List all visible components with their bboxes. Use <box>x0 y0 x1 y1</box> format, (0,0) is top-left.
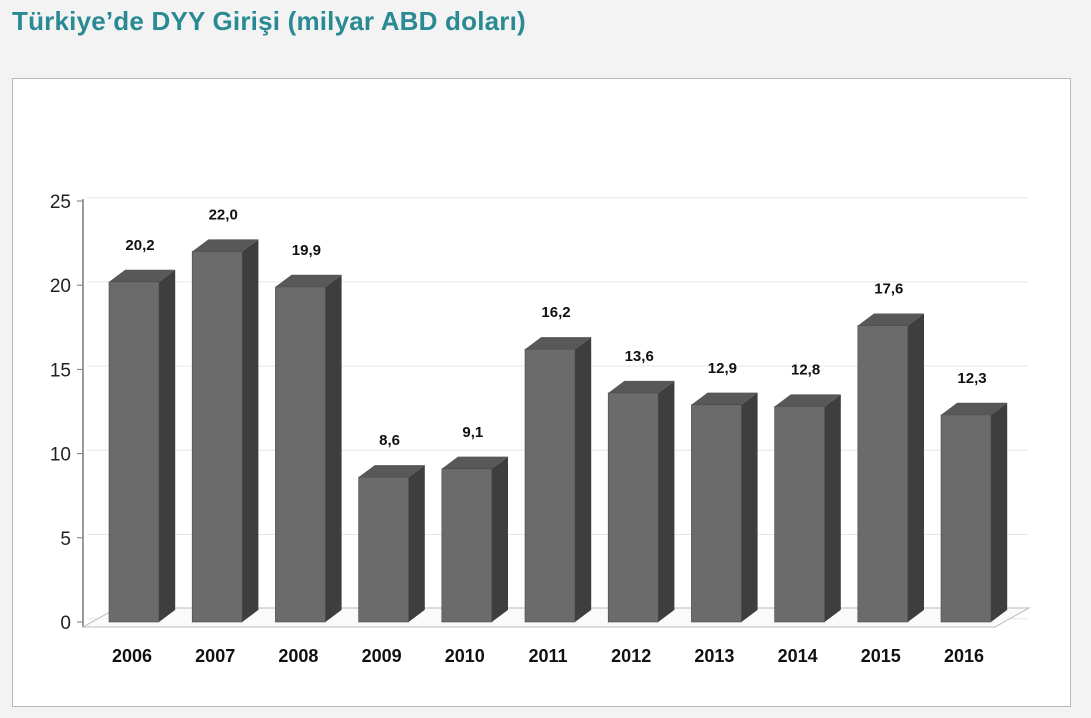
bar-front <box>108 281 160 623</box>
bar-top <box>691 392 758 405</box>
bar <box>275 274 342 623</box>
bar-side <box>159 269 176 622</box>
data-label: 12,8 <box>791 361 820 378</box>
data-label: 12,3 <box>957 370 986 387</box>
bar-top <box>608 380 675 393</box>
bar-top <box>441 456 508 469</box>
bar-top <box>275 274 342 287</box>
bar-side <box>491 456 508 622</box>
bar <box>191 239 259 623</box>
x-tick-label: 2011 <box>528 646 567 666</box>
data-label: 19,9 <box>292 242 321 259</box>
x-tick-label: 2009 <box>362 646 402 666</box>
bar <box>774 394 841 623</box>
y-tick-label: 10 <box>50 445 71 466</box>
bar <box>441 456 508 623</box>
y-tick-label: 20 <box>50 276 71 297</box>
data-label: 8,6 <box>379 432 400 449</box>
page-title: Türkiye’de DYY Girişi (milyar ABD doları… <box>12 6 526 36</box>
x-tick-label: 2006 <box>112 646 152 666</box>
y-tick-label: 15 <box>50 360 71 381</box>
y-tick-label: 25 <box>50 192 71 213</box>
bar <box>108 269 176 623</box>
bar-side <box>741 392 758 622</box>
x-tick-label: 2016 <box>944 646 984 666</box>
data-labels: 20,2 22,0 19,9 8,6 9,1 16,2 13,6 12,9 12,8 17,6 12… <box>125 207 986 450</box>
data-label: 22,0 <box>209 207 238 224</box>
x-tick-label: 2012 <box>611 646 651 666</box>
bar-front <box>940 414 992 623</box>
bar-top <box>192 239 259 252</box>
bar-side <box>991 402 1008 622</box>
data-label: 20,2 <box>125 237 154 254</box>
bar-side <box>408 465 425 622</box>
bar-chart: 0 5 10 15 20 25 20,2 22,0 19,9 8,6 9,1 16,2 13,6 12,… <box>50 192 1031 666</box>
x-tick-label: 2010 <box>445 646 485 666</box>
bar-side <box>325 274 342 622</box>
data-label: 17,6 <box>874 281 903 298</box>
chart-frame: 0 5 10 15 20 25 20,2 22,0 19,9 8,6 9,1 16,2 13,6 12,… <box>12 78 1071 707</box>
bar-front <box>358 476 409 623</box>
bar-side <box>242 239 259 623</box>
bar-top <box>941 402 1008 415</box>
bar-top <box>525 337 592 350</box>
bar <box>607 380 675 623</box>
x-tick-label: 2008 <box>278 646 318 666</box>
bar-side <box>575 337 592 622</box>
data-label: 16,2 <box>541 304 570 321</box>
bar-top <box>109 269 176 282</box>
bar-side <box>907 313 924 622</box>
bar-front <box>857 325 909 623</box>
x-tick-label: 2014 <box>778 646 818 666</box>
x-tick-label: 2015 <box>861 646 901 666</box>
y-tick-label: 0 <box>60 613 71 634</box>
bar <box>524 337 592 623</box>
bar-front <box>191 251 243 623</box>
bar-front <box>774 406 825 623</box>
bar-side <box>658 380 675 622</box>
x-tick-label: 2007 <box>195 646 235 666</box>
y-axis-ticks: 0 5 10 15 20 25 <box>50 192 83 634</box>
bar-front <box>524 348 576 623</box>
data-label: 12,9 <box>708 360 737 377</box>
bar-top <box>358 465 425 478</box>
y-tick-label: 5 <box>60 529 71 550</box>
bar <box>358 465 425 623</box>
x-axis-labels: 2006 2007 2008 2009 2010 2011 2012 2013 2014 2015… <box>112 646 984 666</box>
bar-side <box>824 394 841 622</box>
bar <box>940 402 1008 623</box>
bar <box>691 392 758 623</box>
bars <box>108 239 1008 623</box>
x-tick-label: 2013 <box>694 646 734 666</box>
bar-front <box>607 392 659 623</box>
bar-top <box>857 313 924 326</box>
bar-front <box>275 286 326 623</box>
data-label: 13,6 <box>625 348 654 365</box>
bar-front <box>441 468 493 623</box>
bar-top <box>774 394 841 407</box>
bar-front <box>691 404 742 623</box>
bar <box>857 313 924 623</box>
data-label: 9,1 <box>462 424 483 441</box>
